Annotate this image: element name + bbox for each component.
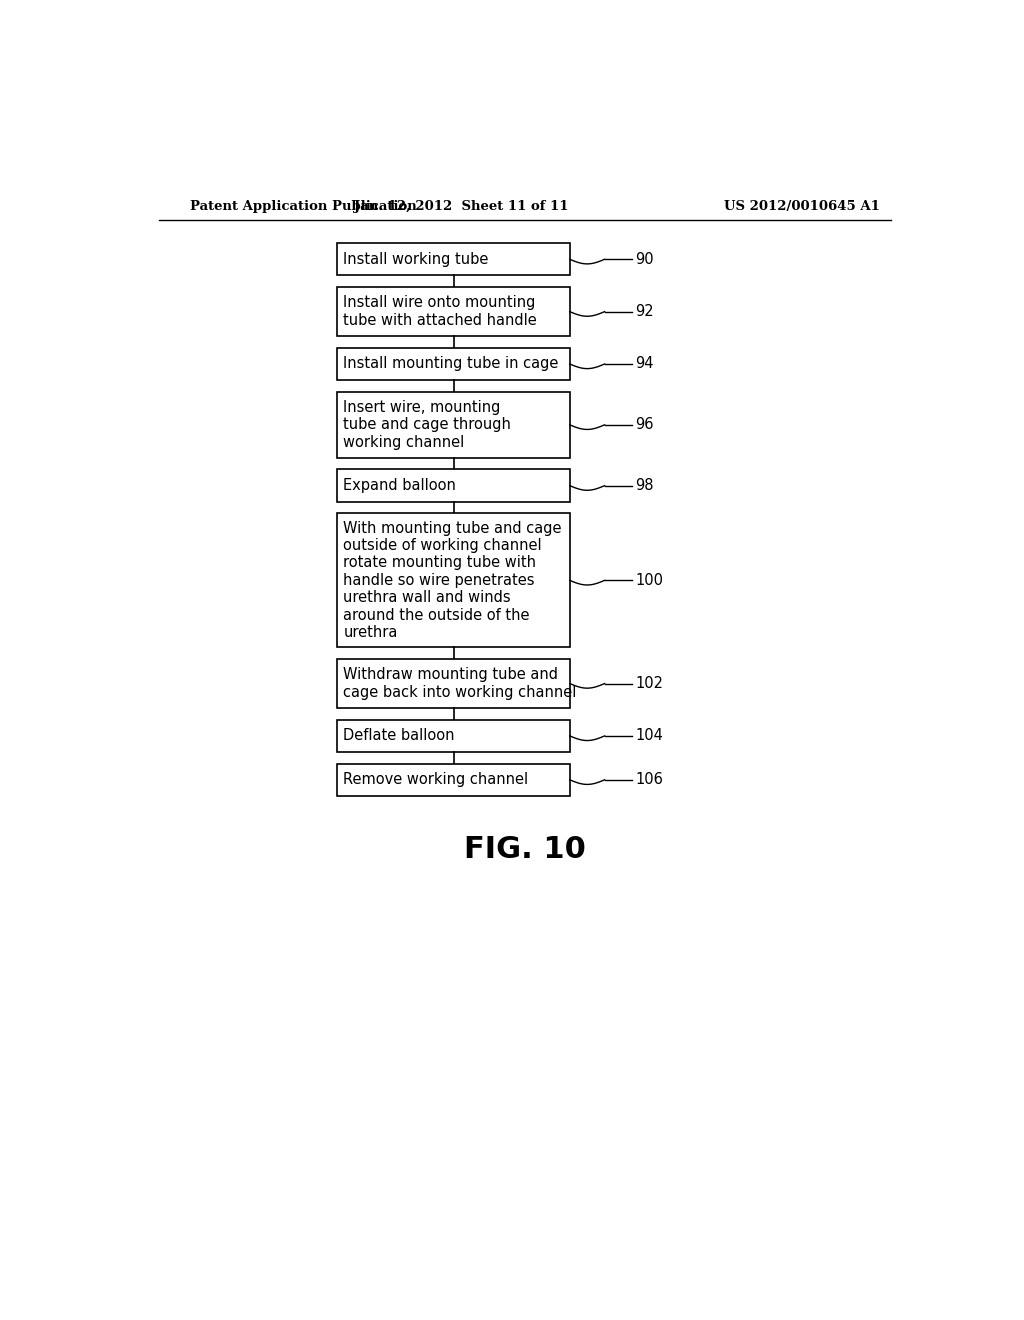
Text: Withdraw mounting tube and
cage back into working channel: Withdraw mounting tube and cage back int… bbox=[343, 668, 577, 700]
Text: Patent Application Publication: Patent Application Publication bbox=[190, 199, 417, 213]
Text: Insert wire, mounting
tube and cage through
working channel: Insert wire, mounting tube and cage thro… bbox=[343, 400, 511, 450]
Text: 96: 96 bbox=[636, 417, 654, 433]
Text: 98: 98 bbox=[636, 478, 654, 494]
Bar bbox=[337, 659, 569, 708]
Bar bbox=[337, 348, 569, 380]
Bar bbox=[337, 470, 569, 502]
Bar bbox=[337, 243, 569, 276]
Bar bbox=[337, 286, 569, 337]
Text: Install mounting tube in cage: Install mounting tube in cage bbox=[343, 356, 559, 371]
Text: Expand balloon: Expand balloon bbox=[343, 478, 457, 494]
Text: Install wire onto mounting
tube with attached handle: Install wire onto mounting tube with att… bbox=[343, 296, 538, 327]
Bar bbox=[337, 763, 569, 796]
Text: Deflate balloon: Deflate balloon bbox=[343, 729, 455, 743]
Text: Install working tube: Install working tube bbox=[343, 252, 488, 267]
Text: Remove working channel: Remove working channel bbox=[343, 772, 528, 787]
Text: FIG. 10: FIG. 10 bbox=[464, 836, 586, 865]
Bar bbox=[337, 392, 569, 458]
Bar bbox=[337, 513, 569, 647]
Text: With mounting tube and cage
outside of working channel
rotate mounting tube with: With mounting tube and cage outside of w… bbox=[343, 520, 562, 640]
Text: 106: 106 bbox=[636, 772, 664, 787]
Text: US 2012/0010645 A1: US 2012/0010645 A1 bbox=[724, 199, 881, 213]
Text: Jan. 12, 2012  Sheet 11 of 11: Jan. 12, 2012 Sheet 11 of 11 bbox=[354, 199, 568, 213]
Text: 90: 90 bbox=[636, 252, 654, 267]
Text: 104: 104 bbox=[636, 729, 664, 743]
Text: 92: 92 bbox=[636, 304, 654, 319]
Text: 94: 94 bbox=[636, 356, 654, 371]
Bar bbox=[337, 719, 569, 752]
Text: 102: 102 bbox=[636, 676, 664, 692]
Text: 100: 100 bbox=[636, 573, 664, 587]
